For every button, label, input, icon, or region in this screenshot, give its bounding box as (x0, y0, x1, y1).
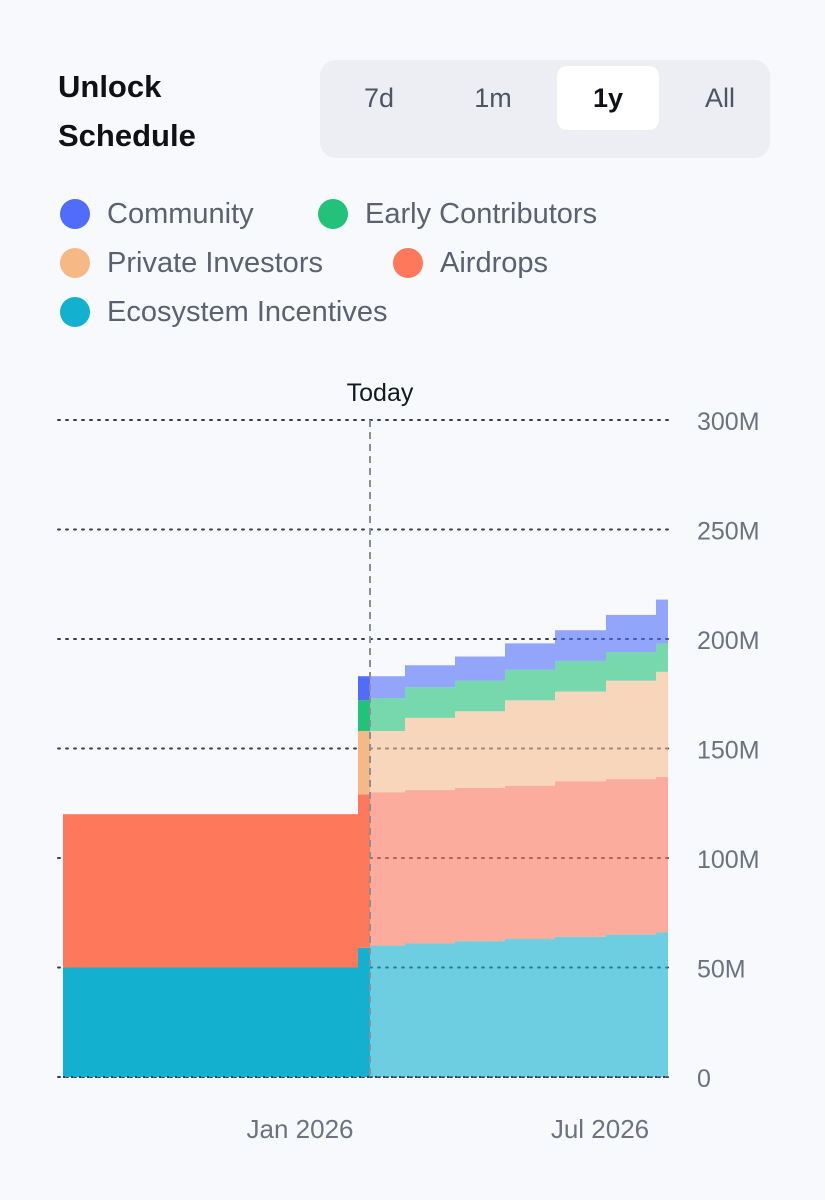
early-contributors-area-segment (455, 680, 505, 712)
airdrops-dot-icon (393, 248, 423, 278)
ecosystem-incentives-area-segment (555, 936, 606, 1077)
ecosystem-incentives-area-segment (606, 934, 656, 1077)
private-investors-area-segment (656, 671, 668, 777)
unlock-schedule-chart: 0 50M 100M 150M 200M 250M 300M Today Jan 2026 Jul… (57, 379, 760, 1144)
community-area-segment (455, 656, 505, 681)
airdrops-area-segment (505, 785, 555, 940)
legend-label: Airdrops (440, 246, 548, 279)
ecosystem-incentives-area-segment (505, 939, 555, 1077)
x-tick-label: Jul 2026 (551, 1114, 649, 1144)
airdrops-area-segment (555, 781, 606, 937)
airdrops-area-segment (405, 790, 455, 944)
private-investors-dot-icon (60, 248, 90, 278)
private-investors-area-segment (358, 730, 370, 795)
y-tick-label: 50M (697, 956, 746, 984)
page-title: Unlock Schedule (58, 69, 196, 153)
early-contributors-area-segment (555, 660, 606, 692)
early-contributors-area-segment (405, 687, 455, 718)
ecosystem-incentives-dot-icon (60, 297, 90, 327)
community-area-segment (405, 665, 455, 688)
early-contributors-area-segment (505, 669, 555, 701)
legend-label: Early Contributors (365, 197, 598, 230)
private-investors-area-segment (505, 700, 555, 786)
range-1m-button[interactable]: 1m (442, 66, 544, 130)
legend-label: Private Investors (107, 246, 323, 279)
airdrops-area-segment (455, 787, 505, 942)
y-tick-label: 250M (697, 518, 760, 546)
private-investors-area-segment (405, 717, 455, 791)
early-contributors-area-segment (656, 643, 668, 672)
legend-label: Ecosystem Incentives (107, 295, 388, 328)
legend-item-airdrops[interactable]: Airdrops (393, 243, 548, 283)
community-dot-icon (60, 199, 90, 229)
private-investors-area-segment (606, 680, 656, 780)
y-tick-label: 0 (697, 1065, 711, 1093)
community-area-segment (656, 599, 668, 644)
community-area-segment (555, 630, 606, 661)
time-range-selector: 7d 1m 1y All (320, 60, 770, 158)
community-area-segment (505, 643, 555, 670)
early-contributors-area-segment (370, 698, 405, 731)
early-contributors-area-segment (358, 700, 370, 731)
community-area-segment (370, 676, 405, 699)
legend-item-early-contributors[interactable]: Early Contributors (318, 194, 597, 234)
y-tick-label: 150M (697, 737, 760, 765)
ecosystem-incentives-area-segment (455, 941, 505, 1077)
range-all-button[interactable]: All (669, 66, 771, 130)
early-contributors-dot-icon (318, 199, 348, 229)
y-tick-label: 200M (697, 627, 760, 655)
private-investors-area-segment (555, 691, 606, 782)
airdrops-area-segment (656, 776, 668, 933)
today-label: Today (347, 379, 414, 407)
airdrops-area-segment (358, 794, 370, 948)
legend-label: Community (107, 197, 254, 230)
ecosystem-incentives-area-segment (656, 932, 668, 1077)
legend-item-private-investors[interactable]: Private Investors (60, 243, 323, 283)
ecosystem-incentives-area-segment (370, 945, 405, 1077)
x-tick-label: Jan 2026 (247, 1114, 354, 1144)
ecosystem-incentives-area-segment (405, 943, 455, 1077)
private-investors-area-segment (455, 711, 505, 788)
community-area-segment (606, 614, 656, 653)
legend-item-ecosystem-incentives[interactable]: Ecosystem Incentives (60, 292, 387, 332)
ecosystem-incentives-area-segment (358, 947, 370, 1077)
airdrops-area-segment (370, 792, 405, 946)
range-7d-button[interactable]: 7d (328, 66, 430, 130)
y-tick-label: 100M (697, 846, 760, 874)
ecosystem-incentives-area-segment (63, 967, 358, 1077)
legend-item-community[interactable]: Community (60, 194, 254, 234)
airdrops-area-segment (63, 814, 358, 968)
private-investors-area-segment (370, 730, 405, 793)
range-1y-button[interactable]: 1y (557, 66, 659, 130)
airdrops-area-segment (606, 779, 656, 935)
community-area-segment (358, 676, 370, 701)
early-contributors-area-segment (606, 652, 656, 681)
y-tick-label: 300M (697, 408, 760, 436)
